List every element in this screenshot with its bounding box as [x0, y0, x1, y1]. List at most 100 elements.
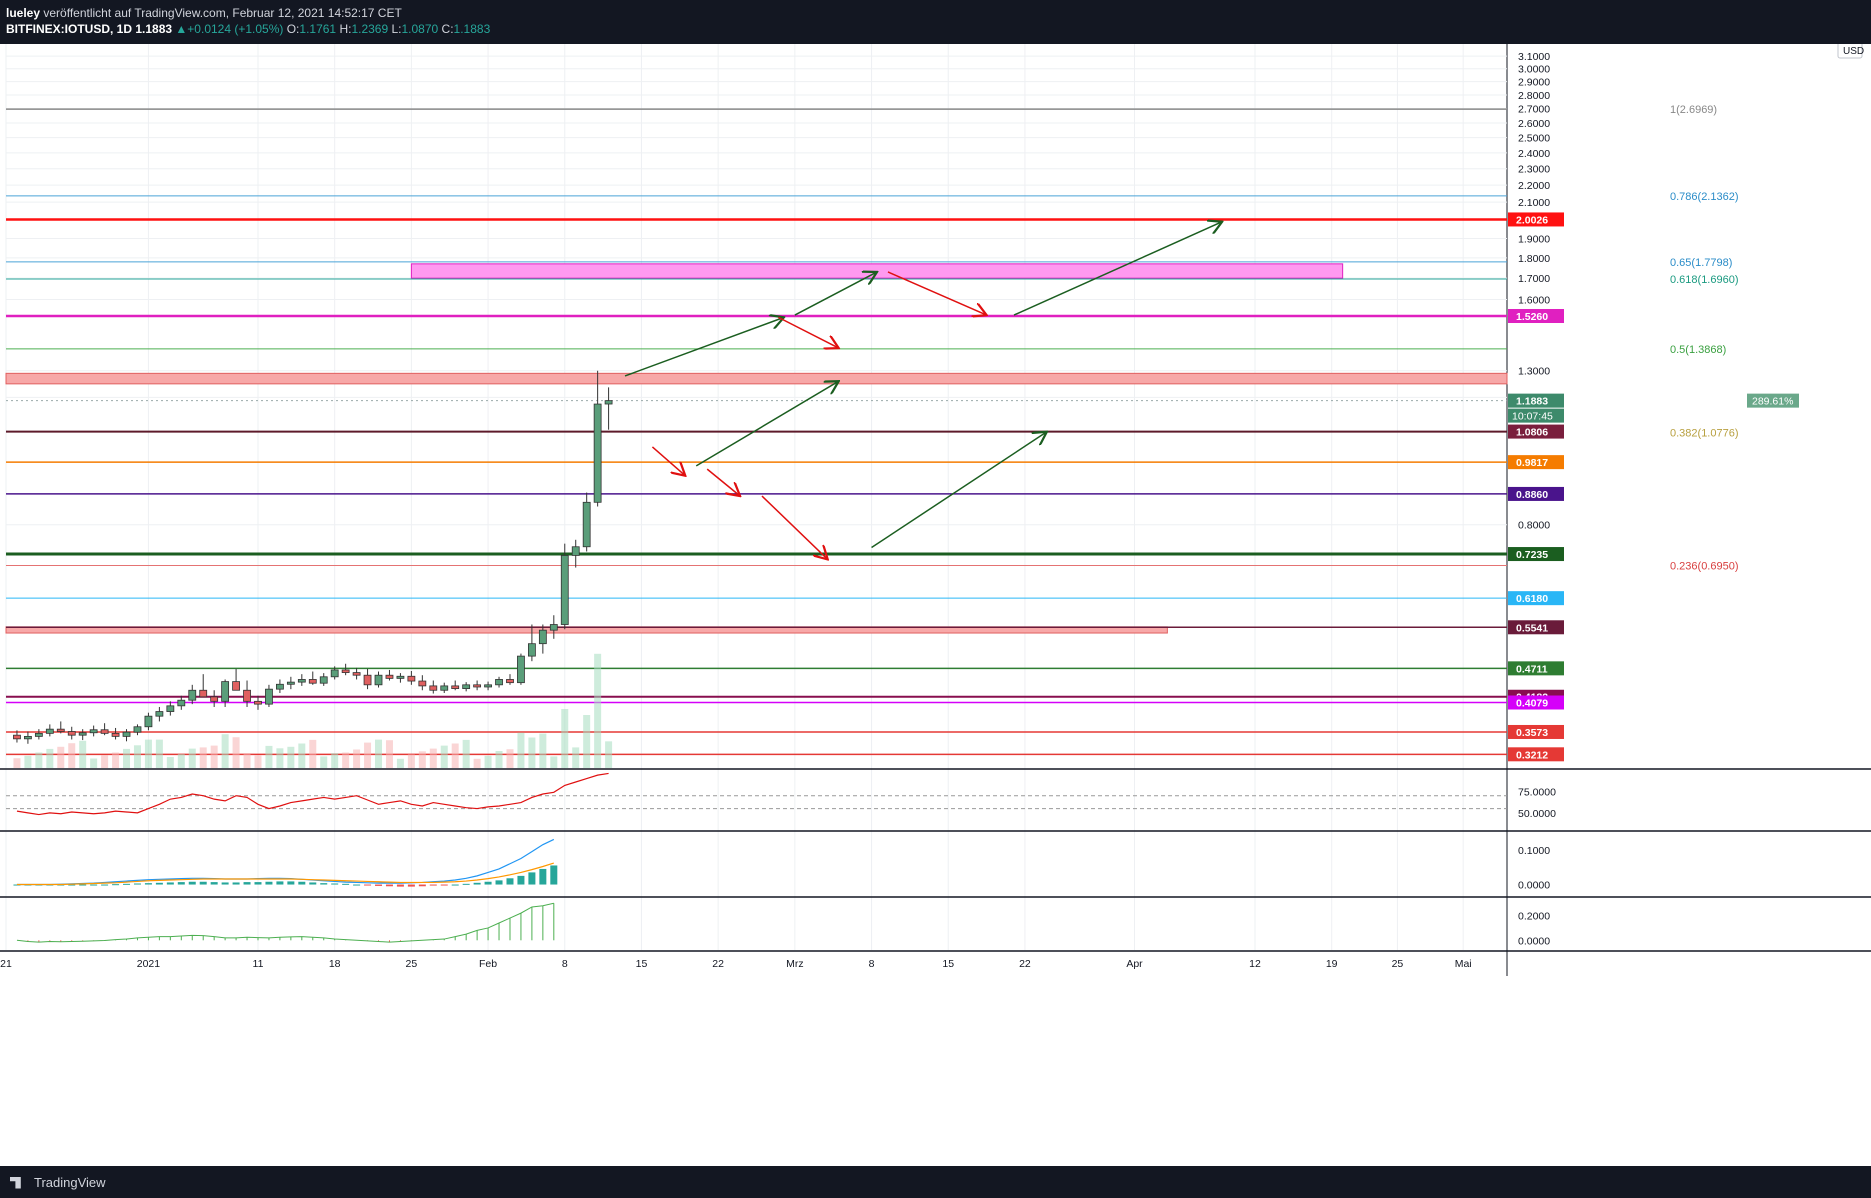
price-label: 0.4079 [1516, 698, 1548, 710]
projection-arrow [706, 468, 740, 496]
x-tick-label: Mai [1455, 958, 1472, 970]
macd-histogram-bar [166, 882, 174, 885]
volume-bar [561, 709, 569, 768]
macd-histogram-bar [199, 881, 207, 885]
candle-body [385, 674, 394, 679]
candle-body [155, 711, 164, 717]
candle-body [582, 501, 591, 548]
macd-histogram-bar [133, 883, 141, 885]
price-label-box [1508, 455, 1564, 470]
projection-arrow [651, 446, 685, 476]
projection-arrow [887, 271, 987, 315]
volume-bar [539, 733, 547, 768]
candle-body [254, 700, 262, 705]
macd-histogram-bar [298, 881, 306, 885]
candle-body [265, 688, 273, 705]
high-label: H: [339, 22, 352, 36]
author-name[interactable]: lueley [6, 6, 41, 20]
candle-body [517, 655, 525, 684]
candle-body [451, 685, 460, 690]
x-tick-label: 2021 [137, 958, 161, 970]
volume-bar [210, 745, 218, 768]
volume-bar [166, 757, 174, 768]
fib-level-label: 0.618(1.6960) [1670, 274, 1739, 286]
y-tick-label: 2.9000 [1518, 77, 1550, 89]
volume-bar [199, 747, 207, 768]
volume-bar [418, 751, 426, 768]
volume-bar [320, 756, 328, 768]
price-label-box [1508, 486, 1564, 501]
macd-histogram-bar [429, 884, 437, 886]
candle-body [276, 683, 284, 690]
y-tick-label: 2.8000 [1518, 90, 1550, 102]
osc-line [16, 902, 554, 943]
currency-badge-box [1837, 44, 1863, 59]
x-tick-label: 22 [1019, 958, 1031, 970]
y-tick-label: 1.8000 [1518, 253, 1550, 265]
candle-body [210, 696, 219, 702]
macd-histogram-bar [506, 878, 514, 885]
volume-bar [46, 748, 54, 768]
candle-body [221, 681, 230, 702]
volume-bar [451, 743, 459, 768]
candle-body [166, 705, 175, 712]
open-label: O: [286, 22, 300, 36]
candle-body [232, 681, 240, 691]
y-tick-label: 2.1000 [1518, 197, 1550, 209]
candle-body [407, 675, 416, 682]
macd-histogram-bar [232, 882, 240, 885]
price-label-box [1508, 695, 1564, 710]
price-change: +0.0124 (+1.05%) [187, 22, 284, 36]
macd-histogram-bar [473, 882, 481, 885]
open-value: 1.1761 [299, 22, 337, 36]
countdown-box [1508, 408, 1564, 423]
volume-bar [364, 742, 372, 768]
volume-bar [309, 739, 317, 768]
x-tick-label: 19 [1326, 958, 1338, 970]
published-info: veröffentlicht auf TradingView.com, Febr… [43, 6, 402, 20]
macd-histogram-bar [265, 881, 273, 885]
fib-level-label: 1(2.6969) [1670, 104, 1717, 116]
volume-bar [243, 754, 251, 768]
x-tick-label: 8 [562, 958, 568, 970]
volume-bar [342, 752, 350, 768]
candle-body [34, 732, 43, 737]
volume-bar [375, 739, 383, 768]
candle-body [429, 685, 438, 691]
projection-arrow [695, 381, 838, 467]
macd-histogram-bar [375, 884, 383, 886]
y-tick-label: 3.1000 [1518, 51, 1550, 63]
macd-histogram-bar [495, 880, 503, 885]
macd-histogram-bar [550, 865, 558, 885]
candle-body [67, 731, 76, 736]
macd-histogram-bar [221, 882, 229, 885]
macd-histogram-bar [539, 868, 547, 885]
candle-body [13, 734, 21, 740]
chart-canvas[interactable]: 1(2.6969) 0.786(2.1362) 0.65(1.7798) 0.618(… [0, 44, 1871, 1166]
candle-body [560, 555, 569, 625]
price-label-box [1508, 620, 1564, 635]
volume-bar [123, 748, 131, 768]
currency-badge: USD [1843, 46, 1864, 57]
candle-body [396, 675, 405, 679]
candle-body [286, 681, 295, 685]
x-tick-label: 15 [942, 958, 954, 970]
volume-bar [24, 755, 32, 768]
osc-tick-label: 0.0000 [1518, 935, 1550, 947]
volume-bar [188, 748, 196, 768]
tradingview-logo[interactable]: TradingView [10, 1175, 106, 1190]
rsi-tick-label: 50.0000 [1518, 808, 1556, 820]
macd-histogram-bar [331, 883, 339, 885]
y-tick-label: 3.0000 [1518, 64, 1550, 76]
macd-histogram-bar [440, 884, 448, 886]
projection-arrow [871, 432, 1047, 549]
macd-histogram-bar [210, 882, 218, 885]
y-tick-label: 0.8000 [1518, 520, 1550, 532]
high-value: 1.2369 [351, 22, 389, 36]
volume-bar [462, 739, 470, 768]
countdown-label: 10:07:45 [1512, 411, 1553, 423]
volume-bar [506, 749, 514, 768]
macd-histogram-bar [484, 881, 492, 885]
macd-histogram-bar [320, 883, 328, 885]
symbol-name[interactable]: BITFINEX:IOTUSD, 1D [6, 22, 133, 36]
